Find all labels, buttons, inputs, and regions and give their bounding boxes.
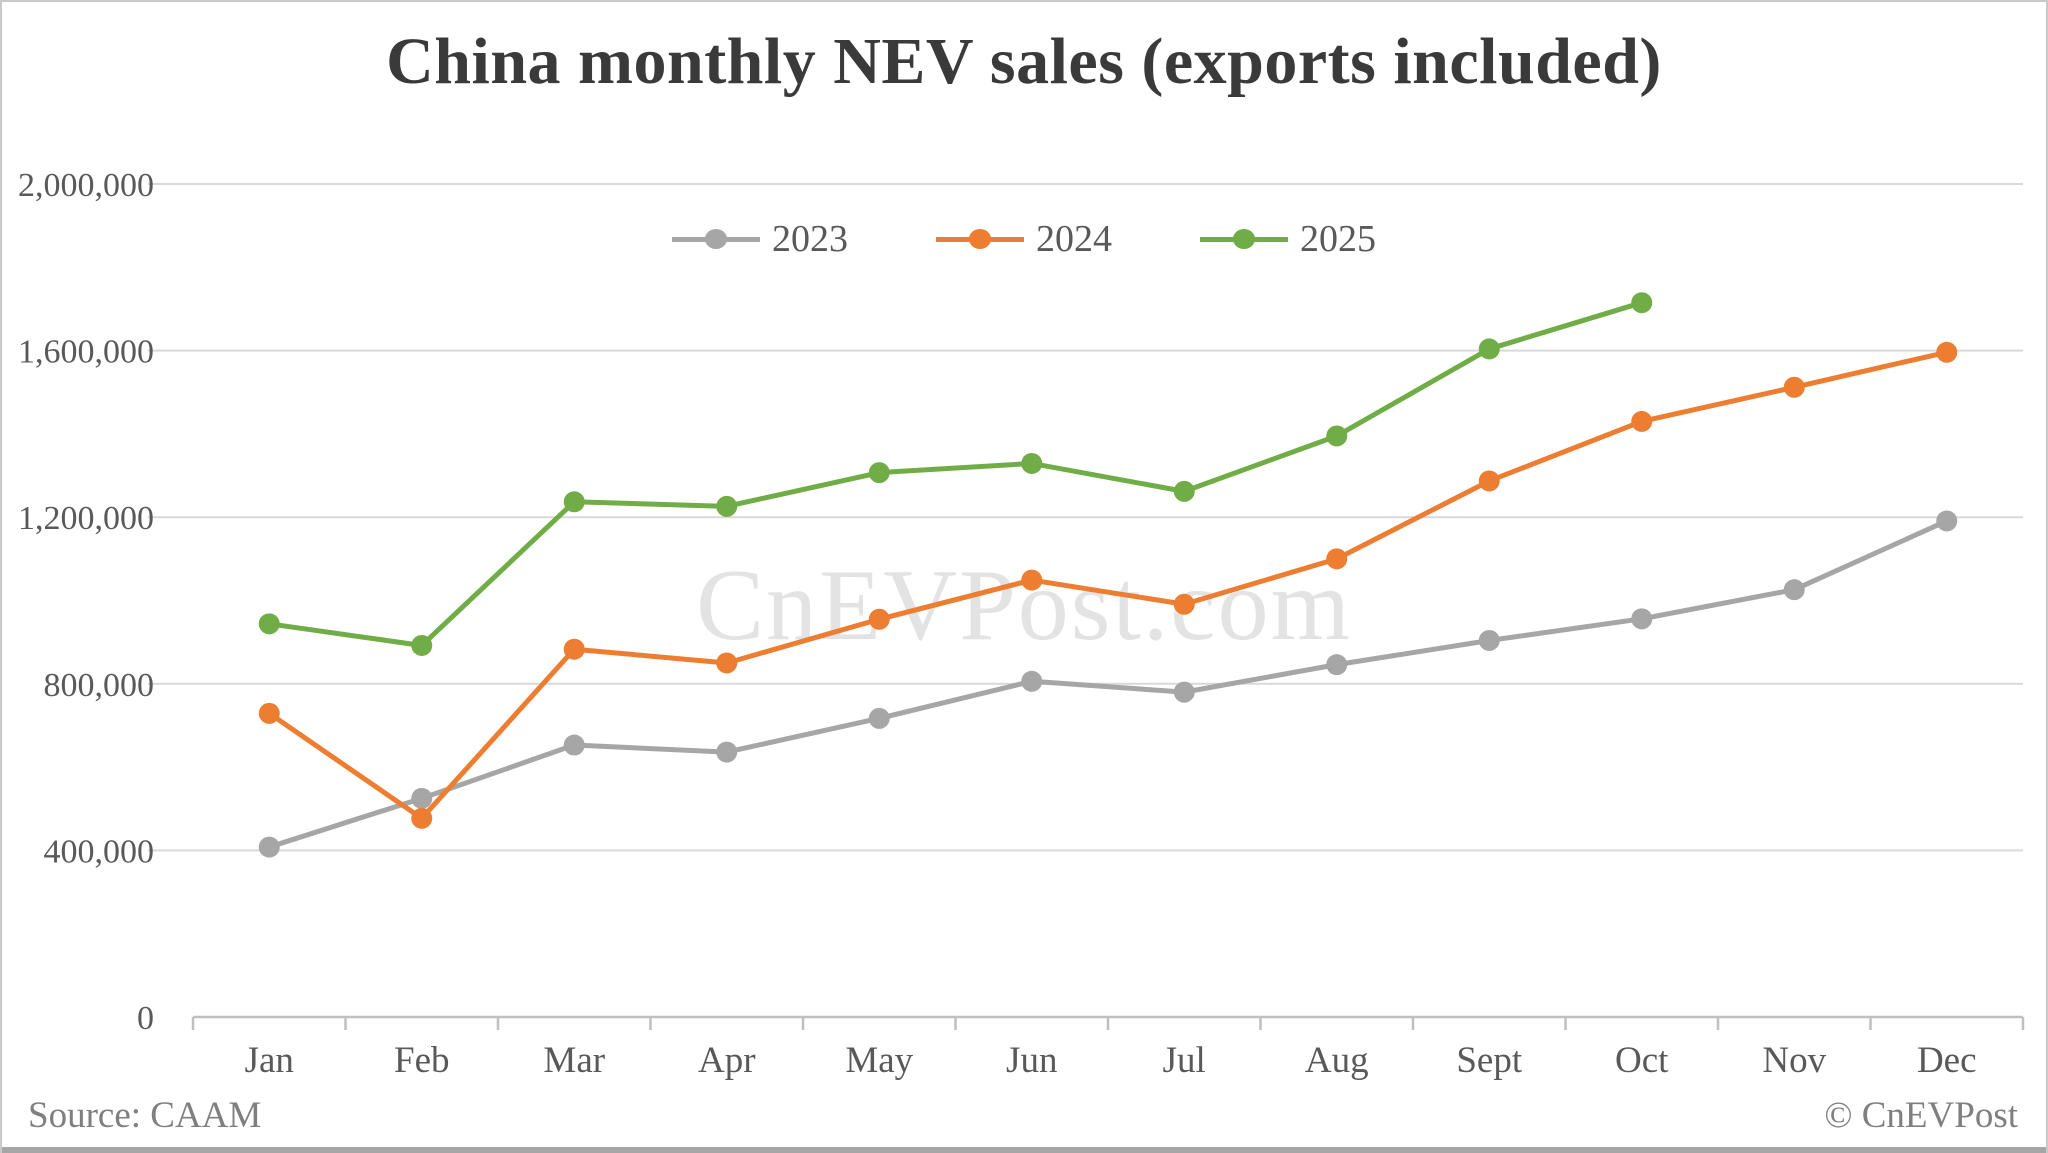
legend-line-marker-icon (936, 228, 1024, 249)
data-point-marker (868, 707, 890, 729)
legend-dot-icon (1233, 228, 1255, 249)
legend-dot-icon (705, 228, 727, 249)
x-tick-label: Sept (1456, 1040, 1523, 1081)
data-point-marker (1326, 654, 1348, 676)
gridlines (148, 183, 2023, 852)
data-point-marker (868, 462, 890, 484)
source-label: Source: CAAM (28, 1095, 262, 1136)
data-point-marker (1173, 593, 1195, 615)
data-point-marker (411, 787, 433, 809)
data-point-marker (563, 734, 585, 756)
bottom-bar (2, 1147, 2046, 1153)
y-tick-label: 1,600,000 (18, 334, 154, 371)
data-point-marker (1783, 579, 1805, 601)
x-tick-label: Dec (1917, 1040, 1977, 1081)
legend-label: 2023 (772, 218, 848, 260)
x-tick-label: Mar (543, 1040, 605, 1081)
data-point-marker (1021, 569, 1043, 591)
data-point-marker (258, 836, 280, 858)
data-point-marker (1631, 410, 1653, 432)
data-point-marker (1936, 510, 1958, 532)
y-tick-label: 800,000 (44, 667, 155, 704)
data-point-marker (716, 495, 738, 517)
x-tick-label: Oct (1615, 1040, 1669, 1081)
data-point-marker (411, 634, 433, 656)
x-tick-label: Jun (1006, 1040, 1057, 1081)
data-point-marker (1936, 341, 1958, 363)
legend-item: 2024 (936, 220, 1112, 258)
data-point-marker (716, 741, 738, 763)
y-tick-label: 400,000 (44, 833, 155, 870)
series-line (266, 300, 1645, 648)
x-tick-label: Feb (394, 1040, 450, 1081)
data-point-marker (868, 608, 890, 630)
series-line (266, 349, 1950, 821)
credit-label: © CnEVPost (1824, 1095, 2018, 1136)
data-point-marker (563, 491, 585, 513)
data-point-marker (1173, 480, 1195, 502)
x-tick-label: Apr (698, 1040, 756, 1081)
x-tick-label: Nov (1762, 1040, 1826, 1081)
data-point-marker (1021, 670, 1043, 692)
data-point-marker (1326, 425, 1348, 447)
data-point-marker (1021, 452, 1043, 474)
series-2023 (258, 510, 1958, 858)
y-tick-label: 1,200,000 (18, 500, 154, 537)
chart-title: China monthly NEV sales (exports include… (386, 25, 1662, 98)
data-point-marker (1631, 608, 1653, 630)
x-tick-label: May (845, 1040, 913, 1081)
data-point-marker (1631, 292, 1653, 314)
x-tick-label: Aug (1305, 1040, 1369, 1081)
legend-line-marker-icon (672, 228, 760, 249)
legend: 2023 2024 2025 (2, 220, 2046, 258)
data-point-marker (1173, 681, 1195, 703)
data-point-marker (411, 807, 433, 829)
legend-dot-icon (969, 228, 991, 249)
series-line (266, 518, 1950, 850)
legend-label: 2025 (1300, 218, 1376, 260)
series-2025 (258, 292, 1653, 656)
data-point-marker (258, 702, 280, 724)
data-point-marker (1478, 470, 1500, 492)
y-axis-labels: 0 400,000 800,000 1,200,000 1,600,000 2,000,0… (18, 167, 154, 1037)
legend-item: 2023 (672, 220, 848, 258)
legend-label: 2024 (1036, 218, 1112, 260)
legend-item: 2025 (1200, 220, 1376, 258)
y-tick-label: 0 (137, 1000, 154, 1037)
data-point-marker (1326, 548, 1348, 570)
x-axis: Jan Feb Mar Apr May Jun Jul Aug Sept Oct Nov Dec (191, 1015, 2025, 1081)
data-point-marker (563, 638, 585, 660)
data-point-marker (258, 613, 280, 635)
data-point-marker (1783, 376, 1805, 398)
series-2024 (258, 341, 1958, 829)
x-tick-label: Jul (1163, 1040, 1206, 1081)
x-tick-label: Jan (245, 1040, 294, 1081)
data-point-marker (1478, 629, 1500, 651)
legend-line-marker-icon (1200, 228, 1288, 249)
data-point-marker (1478, 338, 1500, 360)
data-point-marker (716, 652, 738, 674)
y-tick-label: 2,000,000 (18, 167, 154, 204)
